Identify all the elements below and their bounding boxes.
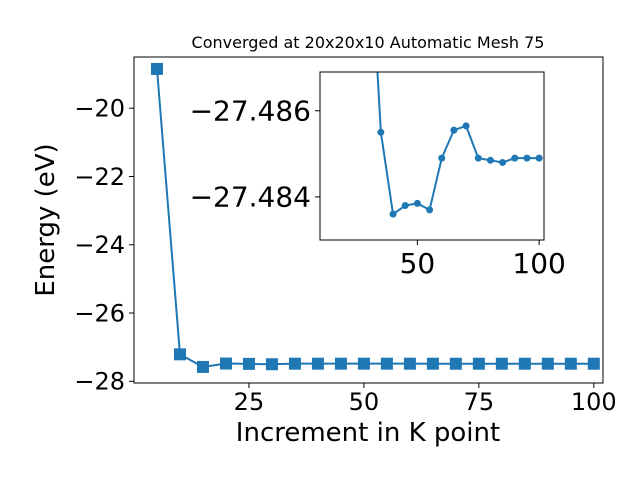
x-tick-label: 50	[349, 388, 380, 416]
data-point	[564, 357, 577, 370]
data-point	[438, 154, 446, 162]
y-tick-label: −22	[74, 163, 125, 191]
data-point	[462, 122, 470, 130]
data-point	[380, 357, 393, 370]
data-point	[288, 357, 301, 370]
main-series	[150, 62, 600, 373]
series-group	[376, 72, 543, 218]
data-point	[334, 357, 347, 370]
main-x-ticks: 25 50 75 100	[234, 383, 617, 416]
x-tick-label: 50	[400, 247, 436, 280]
data-point	[511, 154, 519, 162]
data-point	[523, 154, 531, 162]
data-point	[450, 126, 458, 134]
data-point	[472, 357, 485, 370]
main-plot: Converged at 20x20x10 Automatic Mesh 75 …	[31, 33, 617, 448]
data-point	[150, 62, 163, 75]
data-point	[242, 357, 255, 370]
data-point	[403, 357, 416, 370]
data-point	[311, 357, 324, 370]
y-tick-label: −27.484	[190, 181, 311, 214]
data-point	[377, 128, 385, 136]
inset-y-ticks: −27.486 −27.484	[190, 95, 320, 214]
y-tick-label: −27.486	[190, 95, 311, 128]
inset-plot: 50 100 −27.486 −27.484	[190, 71, 566, 280]
data-point	[587, 357, 600, 370]
data-point	[265, 358, 278, 371]
inset-plot-frame	[319, 71, 545, 241]
data-point	[449, 357, 462, 370]
series-group	[150, 62, 600, 373]
data-point	[426, 357, 439, 370]
data-point	[518, 357, 531, 370]
data-point	[486, 156, 494, 164]
x-axis-label: Increment in K point	[236, 418, 500, 448]
y-axis-label: Energy (eV)	[31, 143, 61, 296]
data-point	[541, 357, 554, 370]
main-y-ticks: −28 −26 −24 −22 −20	[74, 95, 134, 396]
x-tick-label: 25	[234, 388, 265, 416]
data-point	[357, 357, 370, 370]
inset-series	[376, 72, 543, 218]
data-point	[474, 154, 482, 162]
x-tick-label: 75	[464, 388, 495, 416]
y-tick-label: −26	[74, 299, 125, 327]
data-point	[219, 357, 232, 370]
main-plot-frame	[133, 56, 604, 384]
chart-title: Converged at 20x20x10 Automatic Mesh 75	[192, 33, 545, 52]
data-point	[426, 206, 434, 214]
y-tick-label: −28	[74, 368, 125, 396]
x-tick-label: 100	[512, 247, 565, 280]
data-point	[499, 158, 507, 166]
data-point	[535, 154, 543, 162]
data-point	[413, 199, 421, 207]
data-point	[389, 210, 397, 218]
data-point	[196, 360, 209, 373]
inset-background	[320, 72, 544, 240]
y-tick-label: −24	[74, 231, 125, 259]
data-point	[401, 202, 409, 210]
y-tick-label: −20	[74, 95, 125, 123]
x-tick-label: 100	[571, 388, 617, 416]
data-point	[495, 357, 508, 370]
inset-x-ticks: 50 100	[400, 240, 566, 280]
data-point	[173, 348, 186, 361]
